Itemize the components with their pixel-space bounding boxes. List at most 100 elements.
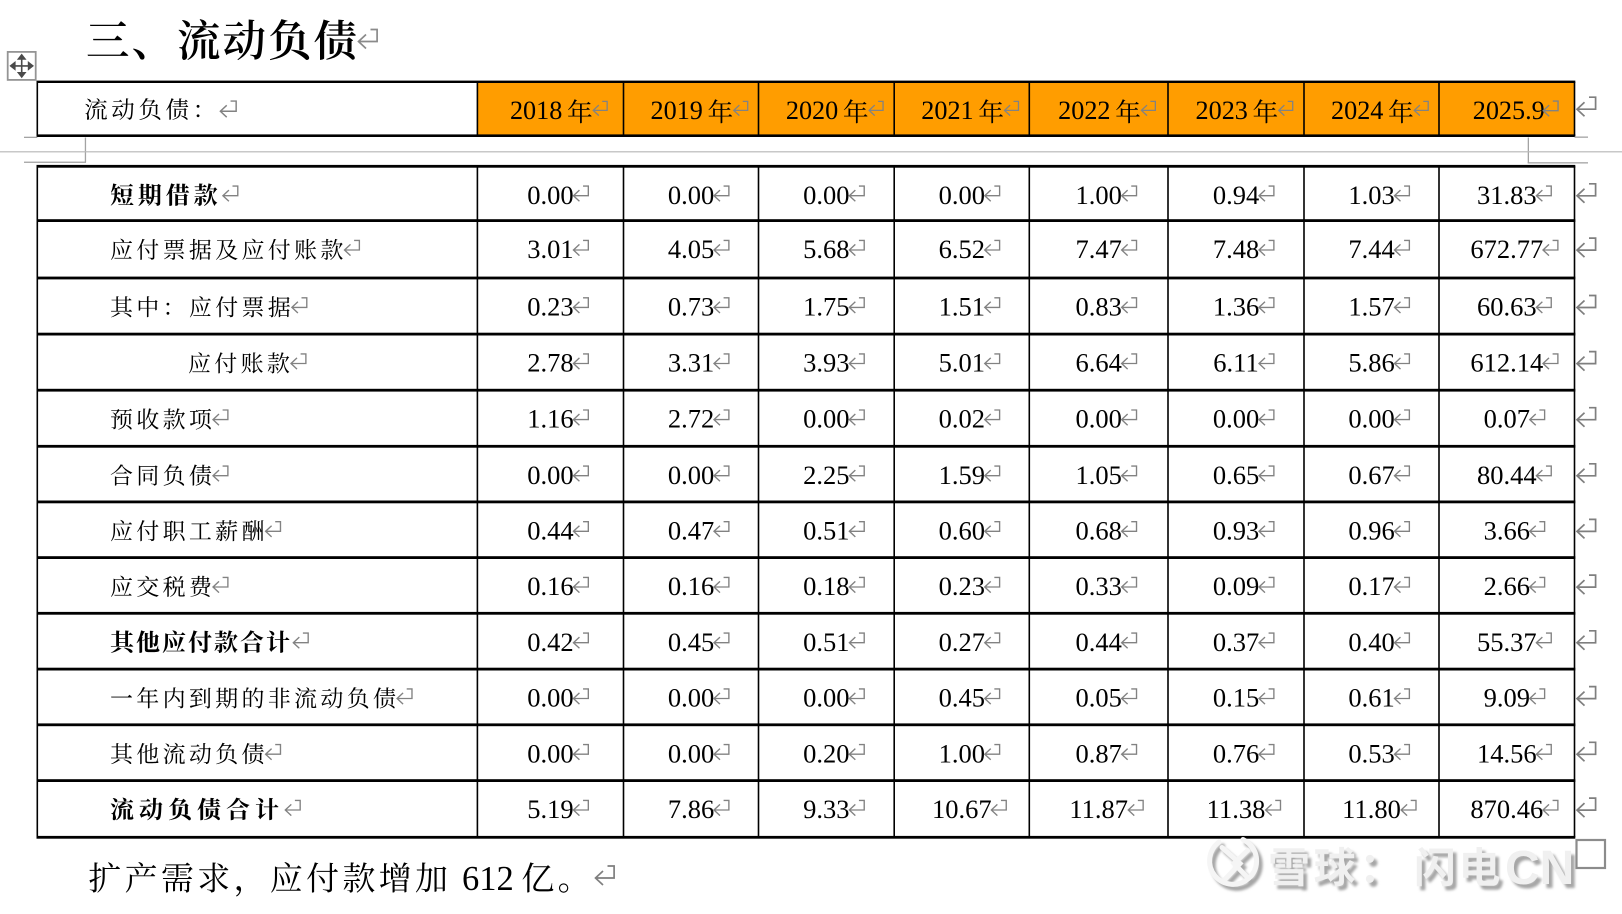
svg-text:0.02: 0.02 xyxy=(939,404,985,434)
svg-text:2021: 2021 xyxy=(921,96,973,125)
svg-text:2.72: 2.72 xyxy=(668,404,714,434)
svg-text:0.00: 0.00 xyxy=(803,683,849,713)
svg-text:11.87: 11.87 xyxy=(1069,794,1128,824)
svg-text:0.00: 0.00 xyxy=(668,738,714,768)
svg-text:2.25: 2.25 xyxy=(803,460,849,490)
svg-text:7.48: 7.48 xyxy=(1213,234,1259,264)
svg-text:3.66: 3.66 xyxy=(1484,515,1530,545)
svg-text:0.42: 0.42 xyxy=(527,627,573,657)
svg-text:0.00: 0.00 xyxy=(527,180,573,210)
svg-text:672.77: 672.77 xyxy=(1470,234,1543,264)
svg-text:2023: 2023 xyxy=(1196,96,1248,125)
svg-text:14.56: 14.56 xyxy=(1477,738,1537,768)
svg-text:870.46: 870.46 xyxy=(1470,794,1543,824)
svg-text:7.47: 7.47 xyxy=(1075,234,1121,264)
svg-text:0.40: 0.40 xyxy=(1348,627,1394,657)
svg-text:0.16: 0.16 xyxy=(527,571,573,601)
svg-text:0.09: 0.09 xyxy=(1213,571,1259,601)
svg-text:0.96: 0.96 xyxy=(1348,515,1394,545)
svg-text:2.66: 2.66 xyxy=(1484,571,1530,601)
svg-text:0.60: 0.60 xyxy=(939,515,985,545)
svg-text:10.67: 10.67 xyxy=(932,794,992,824)
svg-text:0.00: 0.00 xyxy=(1348,404,1394,434)
svg-text:0.00: 0.00 xyxy=(939,180,985,210)
svg-text:2.78: 2.78 xyxy=(527,348,573,378)
svg-text:612: 612 xyxy=(462,860,514,898)
svg-text:1.59: 1.59 xyxy=(939,460,985,490)
svg-text:0.73: 0.73 xyxy=(668,292,714,322)
svg-text:0.51: 0.51 xyxy=(803,515,849,545)
svg-text:6.64: 6.64 xyxy=(1075,348,1121,378)
svg-text:0.00: 0.00 xyxy=(527,738,573,768)
svg-text:0.65: 0.65 xyxy=(1213,460,1259,490)
svg-text:5.68: 5.68 xyxy=(803,234,849,264)
svg-text:0.00: 0.00 xyxy=(1213,404,1259,434)
svg-text:1.03: 1.03 xyxy=(1348,180,1394,210)
svg-text:0.00: 0.00 xyxy=(668,683,714,713)
svg-text:3.01: 3.01 xyxy=(527,234,573,264)
svg-text:80.44: 80.44 xyxy=(1477,460,1537,490)
svg-text:31.83: 31.83 xyxy=(1477,180,1537,210)
svg-text:2019: 2019 xyxy=(651,96,703,125)
svg-text:2018: 2018 xyxy=(510,96,562,125)
svg-text:CN: CN xyxy=(1505,842,1574,895)
svg-text:1.00: 1.00 xyxy=(1075,180,1121,210)
svg-text:2022: 2022 xyxy=(1058,96,1110,125)
svg-text:0.20: 0.20 xyxy=(803,738,849,768)
svg-text:7.86: 7.86 xyxy=(668,794,714,824)
svg-text:1.75: 1.75 xyxy=(803,292,849,322)
svg-text:0.05: 0.05 xyxy=(1075,683,1121,713)
svg-text:11.38: 11.38 xyxy=(1207,794,1266,824)
svg-text:0.07: 0.07 xyxy=(1484,404,1530,434)
svg-text:5.19: 5.19 xyxy=(527,794,573,824)
svg-text:0.44: 0.44 xyxy=(527,515,573,545)
svg-text:0.47: 0.47 xyxy=(668,515,714,545)
svg-text:55.37: 55.37 xyxy=(1477,627,1537,657)
svg-text:3.31: 3.31 xyxy=(668,348,714,378)
svg-text:5.86: 5.86 xyxy=(1348,348,1394,378)
svg-text:0.76: 0.76 xyxy=(1213,738,1259,768)
svg-text:3.93: 3.93 xyxy=(803,348,849,378)
svg-text:0.17: 0.17 xyxy=(1348,571,1394,601)
svg-text:7.44: 7.44 xyxy=(1348,234,1394,264)
svg-text:0.37: 0.37 xyxy=(1213,627,1259,657)
svg-text:0.44: 0.44 xyxy=(1075,627,1121,657)
svg-text:6.52: 6.52 xyxy=(939,234,985,264)
svg-text:2025.9: 2025.9 xyxy=(1473,96,1545,125)
svg-text:0.45: 0.45 xyxy=(939,683,985,713)
svg-text:60.63: 60.63 xyxy=(1477,292,1537,322)
svg-text:0.23: 0.23 xyxy=(527,292,573,322)
svg-text:9.09: 9.09 xyxy=(1484,683,1530,713)
svg-text:0.33: 0.33 xyxy=(1075,571,1121,601)
svg-text:0.18: 0.18 xyxy=(803,571,849,601)
svg-text:6.11: 6.11 xyxy=(1213,348,1258,378)
svg-text:0.67: 0.67 xyxy=(1348,460,1394,490)
svg-text:0.00: 0.00 xyxy=(527,683,573,713)
svg-text:0.00: 0.00 xyxy=(803,404,849,434)
svg-text:0.45: 0.45 xyxy=(668,627,714,657)
svg-text:9.33: 9.33 xyxy=(803,794,849,824)
svg-text:1.57: 1.57 xyxy=(1348,292,1394,322)
svg-text:2020: 2020 xyxy=(786,96,838,125)
svg-text:0.00: 0.00 xyxy=(668,460,714,490)
svg-text:1.05: 1.05 xyxy=(1075,460,1121,490)
svg-text:0.23: 0.23 xyxy=(939,571,985,601)
svg-text:0.93: 0.93 xyxy=(1213,515,1259,545)
svg-text:0.68: 0.68 xyxy=(1075,515,1121,545)
svg-text:0.27: 0.27 xyxy=(939,627,985,657)
svg-text:0.83: 0.83 xyxy=(1075,292,1121,322)
svg-text:612.14: 612.14 xyxy=(1470,348,1543,378)
svg-text:1.16: 1.16 xyxy=(527,404,573,434)
svg-text:0.16: 0.16 xyxy=(668,571,714,601)
svg-text:0.00: 0.00 xyxy=(803,180,849,210)
svg-text:0.61: 0.61 xyxy=(1348,683,1394,713)
svg-text:0.15: 0.15 xyxy=(1213,683,1259,713)
svg-text:1.51: 1.51 xyxy=(939,292,985,322)
svg-text:11.80: 11.80 xyxy=(1342,794,1401,824)
svg-text:0.00: 0.00 xyxy=(668,180,714,210)
svg-text:0.53: 0.53 xyxy=(1348,738,1394,768)
svg-text:0.51: 0.51 xyxy=(803,627,849,657)
svg-text:0.00: 0.00 xyxy=(527,460,573,490)
svg-text:5.01: 5.01 xyxy=(939,348,985,378)
svg-text:2024: 2024 xyxy=(1331,96,1383,125)
